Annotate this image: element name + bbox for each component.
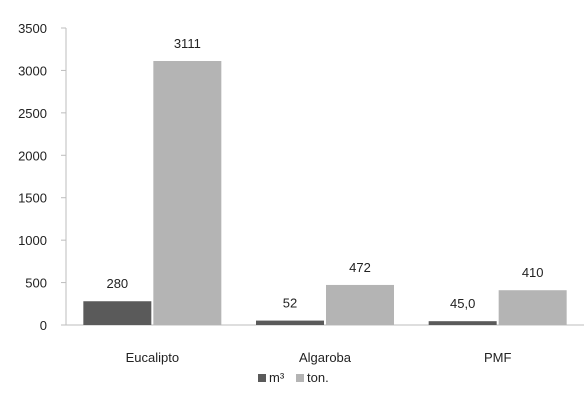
data-label: 280 [106, 276, 128, 291]
y-tick-label: 0 [40, 318, 47, 333]
y-tick-label: 1000 [18, 233, 47, 248]
y-tick-label: 3500 [18, 21, 47, 36]
data-labels: 280 3111 52 472 45,0 410 [106, 36, 543, 311]
legend: m³ ton. [258, 370, 329, 385]
data-label: 410 [522, 265, 544, 280]
legend-label: m³ [269, 370, 285, 385]
x-tick-label: Eucalipto [126, 350, 179, 365]
x-axis: Eucalipto Algaroba PMF [66, 324, 584, 365]
bar-m3-pmf [428, 321, 497, 325]
y-axis: 0 500 1000 1500 2000 2500 3000 3500 [18, 21, 67, 333]
x-tick-label: PMF [484, 350, 512, 365]
data-label: 52 [283, 296, 297, 311]
legend-swatch [296, 374, 304, 382]
y-tick-label: 1500 [18, 191, 47, 206]
y-tick-label: 500 [25, 276, 47, 291]
x-tick-label: Algaroba [299, 350, 352, 365]
bar-ton-pmf [498, 290, 567, 325]
legend-swatch [258, 374, 266, 382]
y-tick-label: 2500 [18, 106, 47, 121]
data-label: 45,0 [450, 296, 475, 311]
bar-m3-algaroba [256, 320, 324, 325]
bar-ton-eucalipto [153, 61, 222, 325]
data-label: 472 [349, 260, 371, 275]
y-tick-label: 2000 [18, 148, 47, 163]
y-tick-label: 3000 [18, 63, 47, 78]
bar-m3-eucalipto [83, 301, 152, 325]
legend-label: ton. [307, 370, 329, 385]
data-label: 3111 [174, 36, 201, 51]
bar-ton-algaroba [326, 284, 394, 325]
bars [83, 61, 567, 325]
